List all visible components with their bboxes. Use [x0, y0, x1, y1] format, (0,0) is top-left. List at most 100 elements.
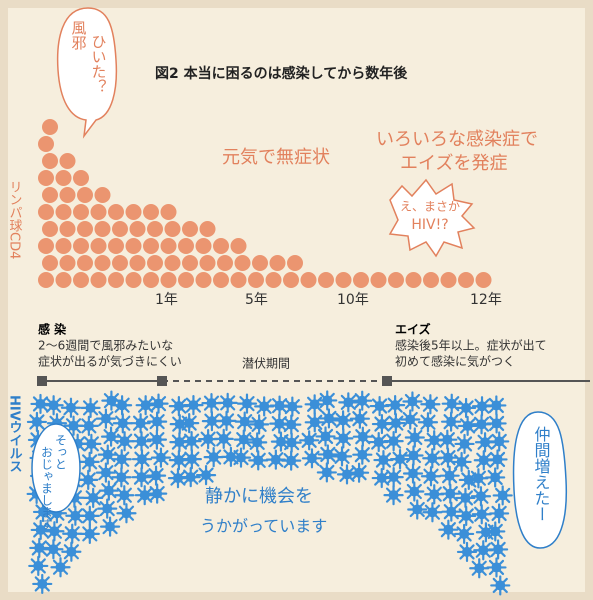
lymphocyte-dot — [90, 272, 107, 288]
virus — [304, 394, 325, 415]
virus — [150, 447, 172, 468]
virus — [456, 541, 478, 563]
burst-text: え、まさか — [400, 200, 460, 214]
lymphocyte-dot — [178, 238, 194, 254]
lymphocyte-dot — [423, 272, 439, 288]
virus — [402, 391, 423, 412]
lymphocyte-dot — [353, 272, 369, 288]
lymphocyte-dot — [195, 238, 212, 254]
lymphocyte-dot — [147, 221, 163, 237]
virus — [304, 412, 325, 433]
virus — [437, 429, 458, 450]
lymphocyte-dot — [77, 221, 93, 237]
virus — [32, 573, 53, 595]
virus — [440, 411, 462, 432]
lymphocyte-dot — [234, 255, 251, 271]
lymphocyte-dot — [42, 153, 58, 169]
lymphocyte-dot — [59, 187, 76, 203]
axis-label: リンパ球CD4 — [7, 180, 23, 259]
lymphocyte-dot — [77, 255, 93, 271]
lymphocyte-dot — [199, 255, 216, 271]
lymphocyte-dot — [94, 187, 111, 203]
virus — [131, 467, 152, 488]
burst-text: HIV!? — [411, 217, 448, 233]
virus — [439, 465, 460, 486]
virus — [247, 432, 268, 453]
virus — [100, 426, 122, 447]
virus — [485, 521, 506, 542]
virus — [233, 429, 254, 450]
virus — [487, 449, 508, 470]
burst-bubble — [388, 178, 476, 258]
virus — [248, 450, 269, 471]
bubble-text: 仲間増えたー — [532, 426, 551, 522]
virus — [454, 523, 475, 545]
lymphocyte-dot — [94, 255, 111, 271]
virus — [486, 395, 507, 416]
virus — [135, 395, 156, 416]
stage-title: 感 染 — [38, 322, 67, 337]
virus — [112, 413, 133, 434]
virus — [331, 446, 353, 467]
virus — [114, 485, 135, 506]
lymphocyte-dot — [38, 238, 54, 254]
year-label: 5年 — [245, 292, 268, 308]
virus — [131, 449, 153, 470]
lymphocyte-dot — [335, 272, 352, 288]
lymphocyte-dot — [125, 204, 142, 220]
lymphocyte-dot — [147, 255, 163, 271]
timeline-marker — [37, 376, 47, 386]
lymphocyte-dot — [55, 204, 72, 220]
lymphocyte-dot — [73, 204, 89, 220]
virus — [469, 558, 490, 579]
virus — [486, 557, 507, 578]
virus — [97, 444, 118, 465]
lymphocyte-dot — [195, 272, 212, 288]
virus — [230, 447, 252, 468]
stage-text: 感染後5年以上。症状が出て — [395, 338, 547, 353]
virus — [492, 485, 513, 506]
virus — [316, 462, 337, 483]
virus — [181, 431, 202, 452]
virus — [43, 395, 64, 416]
virus — [147, 483, 168, 504]
lymphocyte-dot — [199, 221, 216, 237]
lymphocyte-dot — [458, 272, 474, 288]
virus — [420, 394, 441, 415]
virus — [78, 415, 99, 436]
lymphocyte-dot — [370, 272, 387, 288]
virus — [43, 539, 64, 560]
lymphocyte-dots — [38, 119, 492, 288]
virus — [383, 485, 404, 506]
lymphocyte-dot — [143, 204, 159, 220]
virus — [78, 469, 99, 490]
virus — [130, 413, 151, 434]
lymphocyte-dot — [143, 272, 159, 288]
lymphocyte-dot — [90, 238, 107, 254]
virus — [145, 465, 167, 486]
title: 図2 本当に困るのは感染してから数年後 — [155, 65, 408, 82]
virus — [352, 426, 373, 447]
lymphocyte-dot — [230, 272, 247, 288]
lymphocyte-dot — [269, 255, 286, 271]
virus — [457, 415, 478, 437]
virus — [441, 501, 462, 522]
bubble-text: そっと — [54, 434, 68, 470]
virus — [455, 397, 477, 419]
bubble-text: 風邪 — [70, 20, 88, 51]
lymphocyte-dot — [475, 272, 492, 288]
virus — [60, 397, 82, 418]
virus — [488, 539, 509, 560]
lymphocyte-dot — [90, 204, 107, 220]
virus — [203, 447, 224, 468]
virus — [454, 433, 475, 455]
year-label: 12年 — [470, 292, 502, 308]
virus — [404, 481, 425, 502]
virus — [79, 451, 100, 472]
virus — [180, 467, 201, 488]
virus — [249, 414, 270, 435]
virus — [26, 411, 48, 433]
virus — [389, 449, 411, 470]
virus — [281, 414, 302, 435]
virus — [282, 396, 303, 417]
